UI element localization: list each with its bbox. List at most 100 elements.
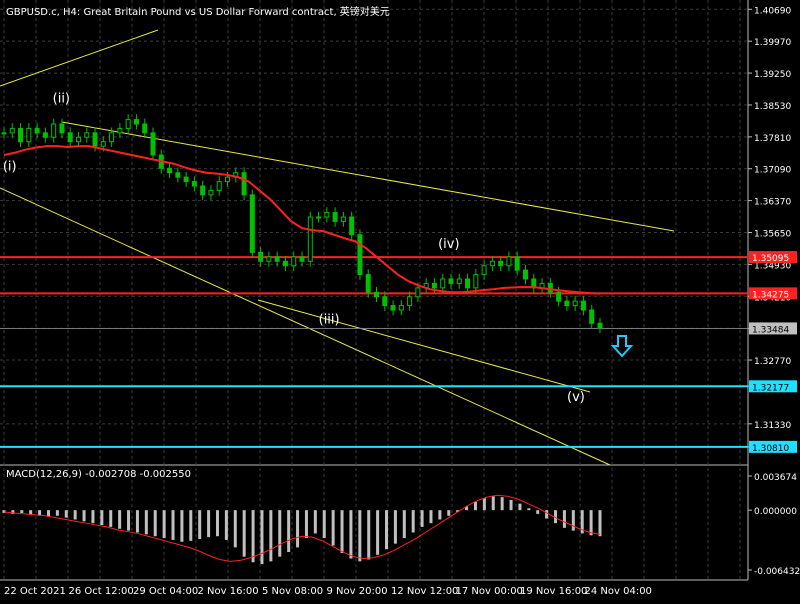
price-level-label: 1.30810 (752, 444, 789, 454)
candle-body (167, 167, 173, 174)
candle-body (208, 189, 214, 196)
macd-bar (207, 510, 211, 538)
macd-label: MACD(12,26,9) -0.002708 -0.002550 (6, 469, 191, 480)
candle-body (109, 132, 115, 143)
price-level-tag (749, 251, 797, 264)
candle-body (191, 181, 197, 187)
y-tick-label: 1.37090 (754, 166, 791, 176)
candle-body (241, 172, 247, 196)
candle-body (26, 127, 32, 143)
macd-bar (135, 510, 139, 533)
macd-bar (393, 510, 397, 544)
macd-bar (367, 510, 371, 560)
candle-body (18, 127, 24, 143)
trendline (0, 29, 159, 87)
trendline (0, 187, 611, 466)
macd-bar (313, 510, 317, 534)
macd-bar (402, 510, 406, 539)
price-level-label: 1.35095 (752, 254, 789, 264)
candle-body (332, 212, 338, 222)
macd-tick-label: -0.006432 (754, 567, 800, 577)
candle-body (249, 194, 255, 253)
macd-bar (287, 510, 291, 553)
macd-bar (411, 510, 415, 533)
price-level-label: 1.32177 (752, 383, 789, 393)
candle-body (382, 296, 388, 307)
macd-bar (55, 510, 59, 516)
macd-bar (545, 510, 549, 519)
candle-body (9, 127, 15, 134)
candle-body (564, 300, 570, 307)
x-tick-label: 12 Nov 12:00 (391, 586, 458, 597)
macd-bar (473, 501, 477, 511)
macd-bar (304, 510, 308, 539)
candle-body (34, 127, 40, 134)
candle-body (51, 123, 57, 138)
macd-bar (491, 496, 495, 511)
candle-body (307, 216, 313, 262)
candle-body (175, 172, 181, 178)
x-tick-label: 2 Nov 16:00 (198, 586, 259, 597)
price-level-tag (749, 322, 797, 335)
trendline (257, 299, 591, 393)
candle-body (514, 256, 520, 271)
candle-body (59, 123, 65, 134)
macd-bar (429, 510, 433, 524)
macd-bar (438, 510, 442, 520)
macd-bar (376, 510, 380, 555)
y-tick-label: 1.38530 (754, 102, 791, 112)
macd-bar (358, 510, 362, 562)
price-level-tag (749, 380, 797, 393)
macd-bar (340, 510, 344, 553)
macd-bar (82, 510, 86, 522)
candle-body (572, 300, 578, 307)
candle-body (415, 287, 421, 298)
macd-bar (127, 510, 131, 531)
macd-bar (162, 510, 166, 539)
candle-body (316, 216, 322, 219)
candle-body (456, 278, 462, 284)
candle-body (117, 127, 123, 134)
x-tick-label: 22 Oct 2021 (4, 586, 66, 597)
macd-bar (500, 497, 504, 511)
y-tick-label: 1.37810 (754, 134, 791, 144)
macd-bar (198, 510, 202, 540)
candle-body (125, 119, 131, 129)
macd-bar (2, 510, 6, 513)
price-level-label: 1.33484 (752, 325, 789, 335)
macd-bar (73, 510, 77, 520)
candle-body (282, 260, 288, 267)
y-tick-label: 1.36370 (754, 198, 791, 208)
macd-bar (349, 510, 353, 559)
macd-bar (29, 510, 33, 515)
macd-bar (109, 510, 113, 527)
macd-bar (64, 510, 68, 518)
candle-body (473, 274, 479, 289)
candle-body (291, 256, 297, 267)
macd-bar (518, 503, 522, 511)
y-tick-label: 1.34930 (754, 261, 791, 271)
y-tick-label: 1.39250 (754, 70, 791, 80)
candle-body (67, 132, 73, 143)
candle-body (349, 216, 355, 236)
candle-body (440, 278, 446, 289)
candle-body (597, 322, 603, 329)
down-arrow-icon (610, 335, 634, 358)
candle-body (390, 305, 396, 311)
macd-bar (215, 510, 219, 537)
candle-body (92, 132, 98, 147)
macd-bar (242, 510, 246, 557)
x-tick-label: 26 Oct 12:00 (69, 586, 134, 597)
macd-bar (260, 510, 264, 565)
wave-label: (i) (3, 160, 17, 175)
macd-bar (322, 510, 326, 539)
x-tick-label: 17 Nov 00:00 (456, 586, 523, 597)
candle-body (1, 132, 7, 135)
macd-bar (100, 510, 104, 526)
y-tick-label: 1.35650 (754, 230, 791, 240)
x-tick-label: 19 Nov 16:00 (520, 586, 587, 597)
candle-body (374, 291, 379, 298)
